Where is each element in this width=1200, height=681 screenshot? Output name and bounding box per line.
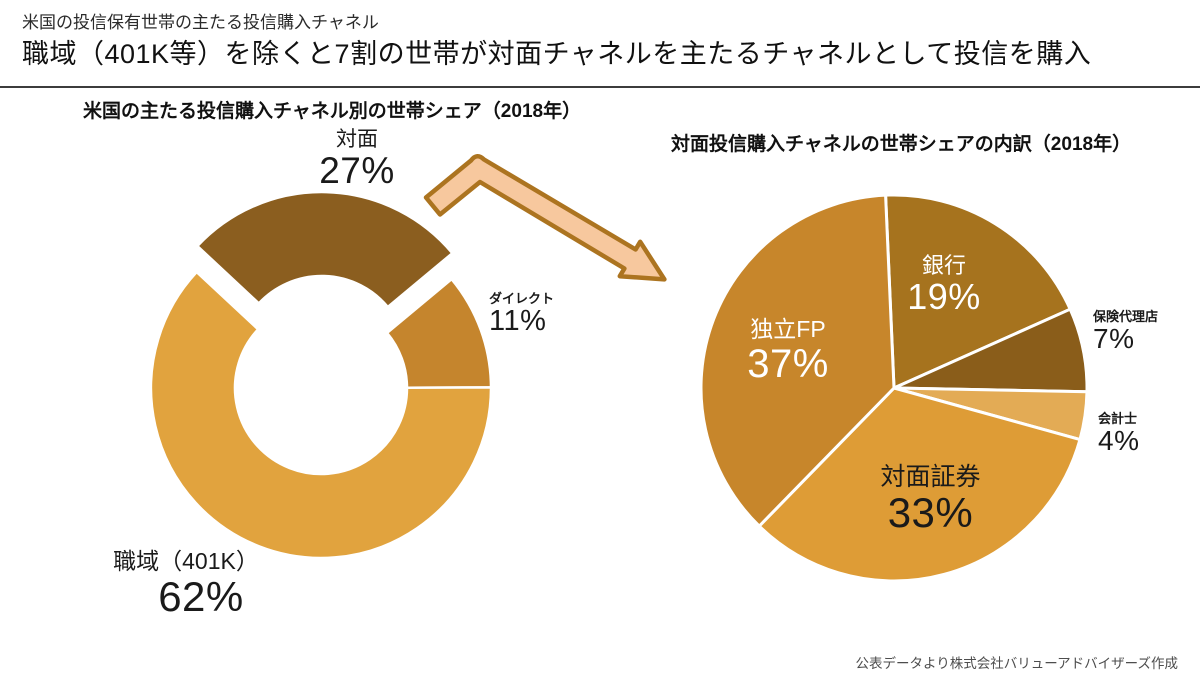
slice-value-number: 37 [747, 341, 793, 386]
slice-name: 対面証券 [880, 463, 981, 491]
slice-value: 27% [277, 152, 437, 190]
slice-name: 対面 [336, 128, 378, 151]
percent-sign: % [205, 572, 244, 620]
slice-value-number: 19 [907, 276, 949, 318]
donut-chart-title: 米国の主たる投信購入チャネル別の世帯シェア（2018年） [83, 101, 582, 122]
percent-sign: % [361, 150, 395, 192]
pie-label-bank: 銀行 19% [864, 253, 1024, 316]
slice-value: 62% [111, 572, 291, 620]
slice-value-number: 4 [1098, 424, 1115, 456]
slice-value-number: 33 [887, 489, 936, 536]
arrow-connector [423, 154, 667, 282]
slice-name: 会計士 [1098, 411, 1138, 426]
pie-label-securities: 対面証券 33% [848, 462, 1013, 535]
percent-sign: % [520, 304, 547, 337]
pie-chart [699, 193, 1089, 583]
donut-chart [149, 190, 493, 560]
percent-sign: % [792, 341, 829, 386]
chart-slice-0-0 [196, 190, 454, 309]
percent-sign: % [948, 276, 981, 318]
donut-label-shokuiki-401k: 職域（401K） 62% [81, 548, 291, 618]
donut-label-direct: ダイレクト 11% [489, 291, 554, 336]
pie-label-accountant: 会計士 4% [1098, 411, 1139, 455]
slice-value: 19% [864, 279, 1024, 316]
slice-name: 職域（401K） [113, 548, 259, 574]
percent-sign: % [1109, 322, 1135, 354]
chart-slice-1-4 [699, 193, 896, 528]
slice-value: 7% [1093, 322, 1158, 354]
pie-label-independent-fp: 独立FP 37% [713, 316, 863, 384]
slice-value-number: 27 [319, 150, 362, 192]
slice-value: 33% [848, 489, 1013, 536]
slice-value: 4% [1098, 424, 1140, 456]
percent-sign: % [1114, 424, 1140, 456]
slice-value: 11% [489, 304, 554, 337]
slice-name: 独立FP [750, 316, 826, 342]
chart-slice-0-2 [149, 270, 493, 560]
slice-value-number: 7 [1093, 322, 1110, 354]
header-divider [0, 86, 1200, 88]
source-note: 公表データより株式会社バリューアドバイザーズ作成 [855, 656, 1178, 671]
slice-value-number: 11 [489, 304, 521, 337]
chart-slice-1-3 [757, 386, 1082, 583]
donut-label-taimen: 対面 27% [277, 127, 437, 190]
chart-slice-1-0 [884, 193, 1072, 390]
slice-value: 37% [713, 341, 863, 386]
slice-name: 銀行 [921, 253, 966, 278]
slice-name: ダイレクト [489, 291, 555, 306]
page-title: 職域（401K等）を除くと7割の世帯が対面チャネルを主たるチャネルとして投信を購… [22, 39, 1092, 69]
header-subtitle: 米国の投信保有世帯の主たる投信購入チャネル [22, 13, 379, 32]
percent-sign: % [935, 489, 974, 536]
pie-label-insurance-agency: 保険代理店 7% [1093, 309, 1158, 353]
slice-name: 保険代理店 [1093, 309, 1159, 324]
pie-chart-title: 対面投信購入チャネルの世帯シェアの内訳（2018年） [671, 134, 1132, 155]
slice-value-number: 62 [158, 572, 206, 620]
